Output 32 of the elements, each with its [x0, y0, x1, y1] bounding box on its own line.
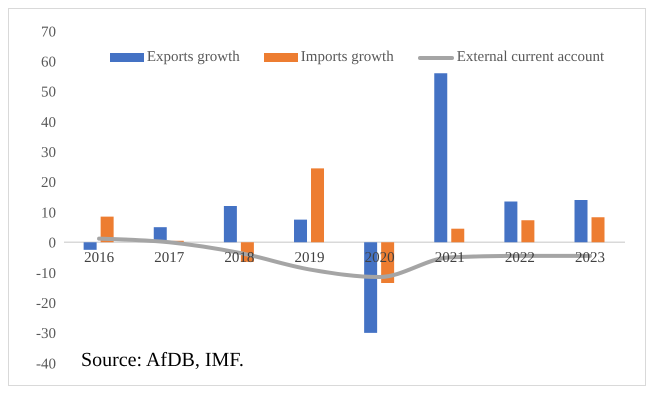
x-tick-label: 2023	[574, 250, 606, 266]
y-tick-label: 60	[41, 54, 56, 71]
y-tick-label: -20	[36, 296, 56, 312]
bar	[84, 242, 97, 250]
bar	[574, 200, 588, 242]
x-tick-label: 2019	[293, 250, 326, 266]
y-tick-label: -10	[36, 266, 56, 282]
y-tick-label: 40	[41, 114, 56, 131]
y-tick-label: 50	[41, 84, 56, 101]
bar	[521, 220, 534, 242]
y-tick-label: 20	[41, 175, 56, 192]
y-tick-label: -40	[36, 356, 56, 372]
legend-label: Imports growth	[300, 49, 394, 66]
bar	[434, 73, 448, 242]
y-tick-label: -30	[36, 326, 56, 342]
annotation: Source: AfDB, IMF.	[81, 349, 244, 372]
bar	[451, 228, 464, 242]
bar	[224, 206, 237, 242]
x-tick-label: 2020	[364, 250, 396, 266]
bar	[311, 168, 324, 242]
y-tick-label: 30	[41, 145, 56, 162]
y-tick-label: 70	[41, 24, 56, 40]
bar	[592, 217, 605, 242]
legend-label: Exports growth	[146, 49, 240, 66]
x-tick-label: 2017	[153, 250, 186, 266]
x-tick-label: 2016	[83, 250, 116, 266]
bar	[294, 220, 308, 242]
x-tick-label: 2022	[504, 250, 536, 266]
legend-label: External current account	[456, 49, 604, 66]
y-tick-label: 0	[48, 236, 56, 252]
bar	[504, 202, 518, 242]
y-tick-label: 10	[41, 205, 56, 222]
